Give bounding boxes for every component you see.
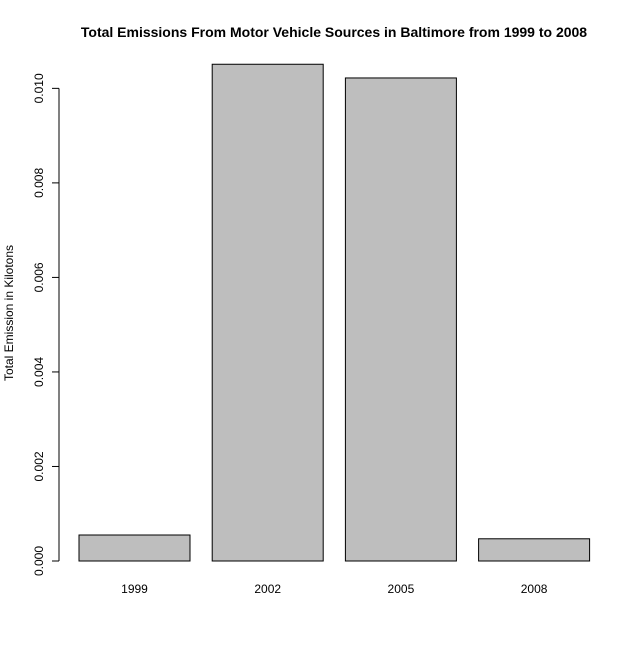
y-axis: 0.000 0.002 0.004 0.006 0.008 0.010 — [32, 73, 60, 576]
chart-title: Total Emissions From Motor Vehicle Sourc… — [81, 24, 587, 40]
y-tick-label: 0.006 — [32, 262, 46, 292]
y-tick-label: 0.004 — [32, 357, 46, 387]
y-tick-label: 0.008 — [32, 168, 46, 198]
x-tick-label: 1999 — [121, 582, 148, 596]
y-axis-label: Total Emission in Kilotons — [2, 245, 16, 381]
x-axis-labels: 1999 2002 2005 2008 — [121, 582, 548, 596]
x-tick-label: 2002 — [254, 582, 281, 596]
bar-2002 — [211, 63, 324, 562]
bar-1999 — [78, 534, 191, 562]
x-tick-label: 2008 — [521, 582, 548, 596]
y-tick-label: 0.002 — [32, 451, 46, 481]
bars — [78, 63, 591, 562]
y-tick-label: 0.010 — [32, 73, 46, 103]
bar-2008 — [478, 538, 591, 562]
x-tick-label: 2005 — [388, 582, 415, 596]
y-tick-label: 0.000 — [32, 546, 46, 576]
bar-2005 — [344, 77, 457, 562]
